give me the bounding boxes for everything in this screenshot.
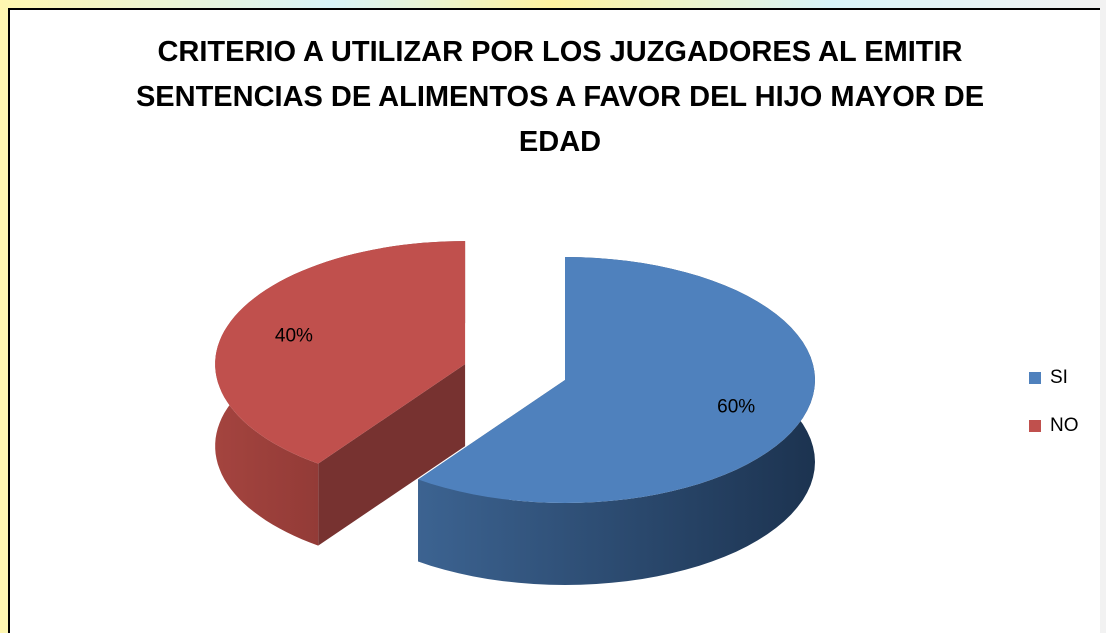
- data-label: 60%: [717, 396, 755, 417]
- legend-swatch: [1029, 420, 1041, 432]
- slice-wall: [318, 364, 466, 546]
- slice: [418, 257, 815, 503]
- legend-label: NO: [1050, 415, 1079, 436]
- data-label: 40%: [275, 326, 313, 347]
- legend-label: SI: [1050, 367, 1068, 388]
- chart-title: CRITERIO A UTILIZAR POR LOS JUZGADORES A…: [135, 36, 985, 158]
- legend-swatch: [1029, 372, 1041, 384]
- slice: [215, 241, 466, 464]
